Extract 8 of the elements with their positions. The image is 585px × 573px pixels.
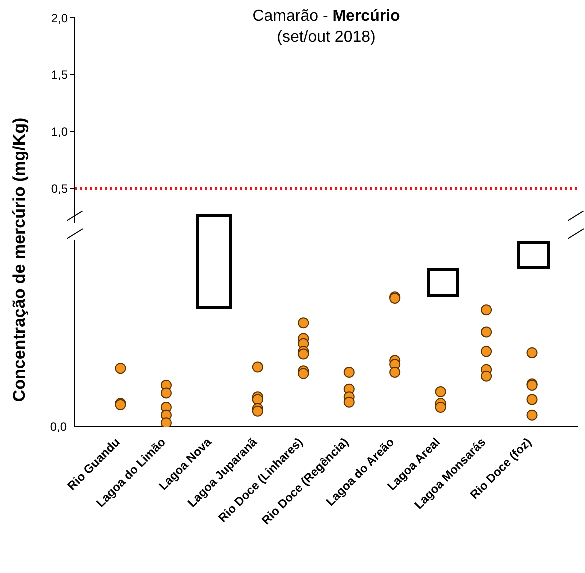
text: 0,0 [50, 420, 68, 434]
text: (set/out 2018) [276, 28, 377, 48]
y-axis-title: Concentração de mercúrio (mg/Kg) [10, 118, 30, 402]
y-tick-label: 0,5 [51, 182, 68, 196]
y-tick-label: 1,0 [51, 125, 68, 140]
chart-title: Camarão - Mercúrio [252, 7, 402, 27]
y-tick-label: 1,5 [51, 68, 68, 82]
y-tick-label: 2,0 [51, 11, 68, 26]
